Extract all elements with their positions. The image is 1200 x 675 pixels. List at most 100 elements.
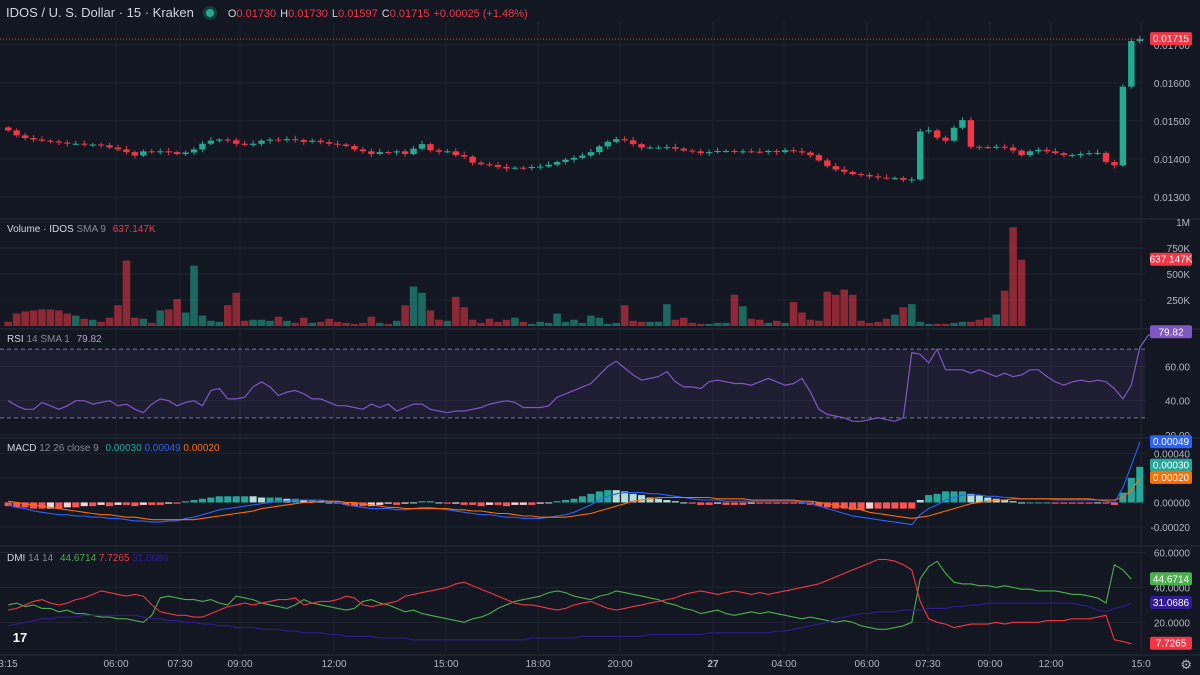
candle (613, 139, 620, 142)
candle (579, 155, 586, 158)
candle (697, 151, 704, 154)
y-tick-label: 60.00 (1165, 362, 1190, 373)
x-tick-label: 07:30 (915, 659, 940, 670)
volume-title: Volume · IDOS (7, 224, 74, 235)
x-tick-label: 27 (707, 659, 719, 670)
candle (64, 142, 71, 144)
macd-histogram-bar (21, 502, 29, 508)
candle (114, 147, 122, 150)
candle (300, 139, 307, 142)
tradingview-logo[interactable]: 17 (8, 628, 32, 648)
x-tick-label: 09:00 (977, 659, 1002, 670)
macd-histogram-bar (638, 495, 646, 503)
x-tick-label: 07:30 (167, 659, 192, 670)
candle (1136, 39, 1143, 42)
price-pane[interactable] (0, 35, 1145, 183)
candle (1077, 153, 1084, 156)
macd-histogram-bar (443, 502, 451, 504)
candle (461, 155, 468, 157)
macd-params: 12 26 close 9 (39, 443, 99, 454)
candle (1111, 161, 1118, 166)
macd-histogram-bar (891, 502, 899, 509)
volume-sma-label: SMA 9 (76, 224, 106, 235)
volume-bar (739, 306, 747, 326)
volume-bar (266, 320, 274, 326)
candle (325, 142, 333, 144)
candle (781, 150, 789, 153)
volume-bar (967, 321, 975, 326)
volume-bar (367, 316, 376, 326)
candle (883, 177, 890, 179)
macd-histogram-bar (266, 497, 274, 503)
volume-bar (587, 315, 595, 326)
dmi-legend[interactable]: DMI 14 14 44.6714 7.7265 31.0686 (7, 553, 168, 564)
macd-histogram-bar (747, 502, 755, 504)
x-tick-label: 12:00 (321, 659, 346, 670)
candle (5, 127, 12, 131)
volume-bar (747, 318, 756, 326)
candle (900, 177, 907, 180)
volume-legend[interactable]: Volume · IDOS SMA 9 637.147K (7, 224, 156, 235)
volume-bar (612, 322, 621, 326)
volume-pane[interactable] (4, 227, 1026, 326)
candle (672, 147, 679, 149)
macd-legend[interactable]: MACD 12 26 close 9 0.00030 0.00049 0.000… (7, 443, 220, 454)
dmi-minus-value: 7.7265 (98, 553, 130, 564)
ohlc-key: O (227, 8, 237, 20)
candle (891, 177, 899, 179)
volume-bar (553, 313, 561, 326)
volume-bar (333, 321, 342, 326)
macd-histogram-bar (671, 501, 679, 503)
macd-histogram-bar (156, 502, 164, 505)
ohlc-values: O0.01730 H0.01730 L0.01597 C0.01715 +0.00025… (228, 5, 532, 20)
volume-bar (831, 294, 840, 326)
rsi-legend[interactable]: RSI 14 SMA 1 79.82 (7, 334, 102, 345)
ohlc-key: L (331, 8, 339, 20)
macd-histogram-bar (790, 502, 798, 504)
macd-histogram-bar (38, 502, 46, 509)
volume-bar (215, 321, 224, 326)
symbol-header[interactable]: IDOS / U. S. Dollar · 15 · Kraken O0.017… (6, 5, 532, 20)
ohlc-value: 0.01730 (236, 8, 277, 20)
macd-histogram-bar (511, 502, 519, 505)
dmi-pane[interactable] (8, 558, 1132, 645)
macd-histogram-bar (874, 502, 882, 509)
candle (249, 143, 257, 145)
ohlc-value: 0.01730 (288, 8, 328, 20)
candle (545, 164, 552, 167)
symbol-title[interactable]: IDOS / U. S. Dollar · 15 · Kraken (6, 5, 194, 20)
macd-histogram-bar (367, 502, 375, 507)
macd-histogram-bar (950, 491, 958, 503)
dmi-title: DMI (7, 553, 26, 564)
axes: 0.01700 0.01600 0.01500 0.01400 0.01300 0.017… (0, 32, 1193, 670)
candle (486, 164, 493, 166)
volume-bar (105, 317, 114, 326)
candle (1018, 150, 1025, 156)
x-tick-label: 06:00 (103, 659, 128, 670)
macd-signal-tag: 0.00020 (1153, 473, 1190, 484)
candle (55, 141, 63, 143)
macd-pane[interactable] (4, 442, 1144, 526)
minus-di-tag-bg (1150, 636, 1192, 650)
rsi-pane[interactable] (0, 331, 1157, 422)
volume-bar (392, 320, 401, 326)
macd-histogram-bar (1026, 502, 1034, 504)
volume-bar (207, 320, 215, 326)
macd-histogram-bar (460, 502, 468, 505)
macd-hist-value: 0.00030 (105, 443, 142, 454)
macd-histogram-bar (55, 502, 63, 509)
macd-histogram-bar (477, 502, 485, 507)
volume-bar (865, 322, 874, 326)
rsi-title: RSI (7, 334, 24, 345)
candle (984, 147, 991, 149)
candle (638, 144, 645, 148)
macd-histogram-bar (308, 499, 316, 503)
macd-title: MACD (7, 443, 37, 454)
volume-bar (257, 319, 266, 326)
macd-histogram-bar (418, 501, 426, 503)
rsi-tag-bg (1150, 325, 1192, 339)
macd-histogram-bar (595, 491, 603, 503)
gear-icon[interactable]: ⚙ (1180, 657, 1192, 672)
y-tick-label: 250K (1167, 296, 1191, 307)
macd-histogram-bar (401, 502, 409, 504)
